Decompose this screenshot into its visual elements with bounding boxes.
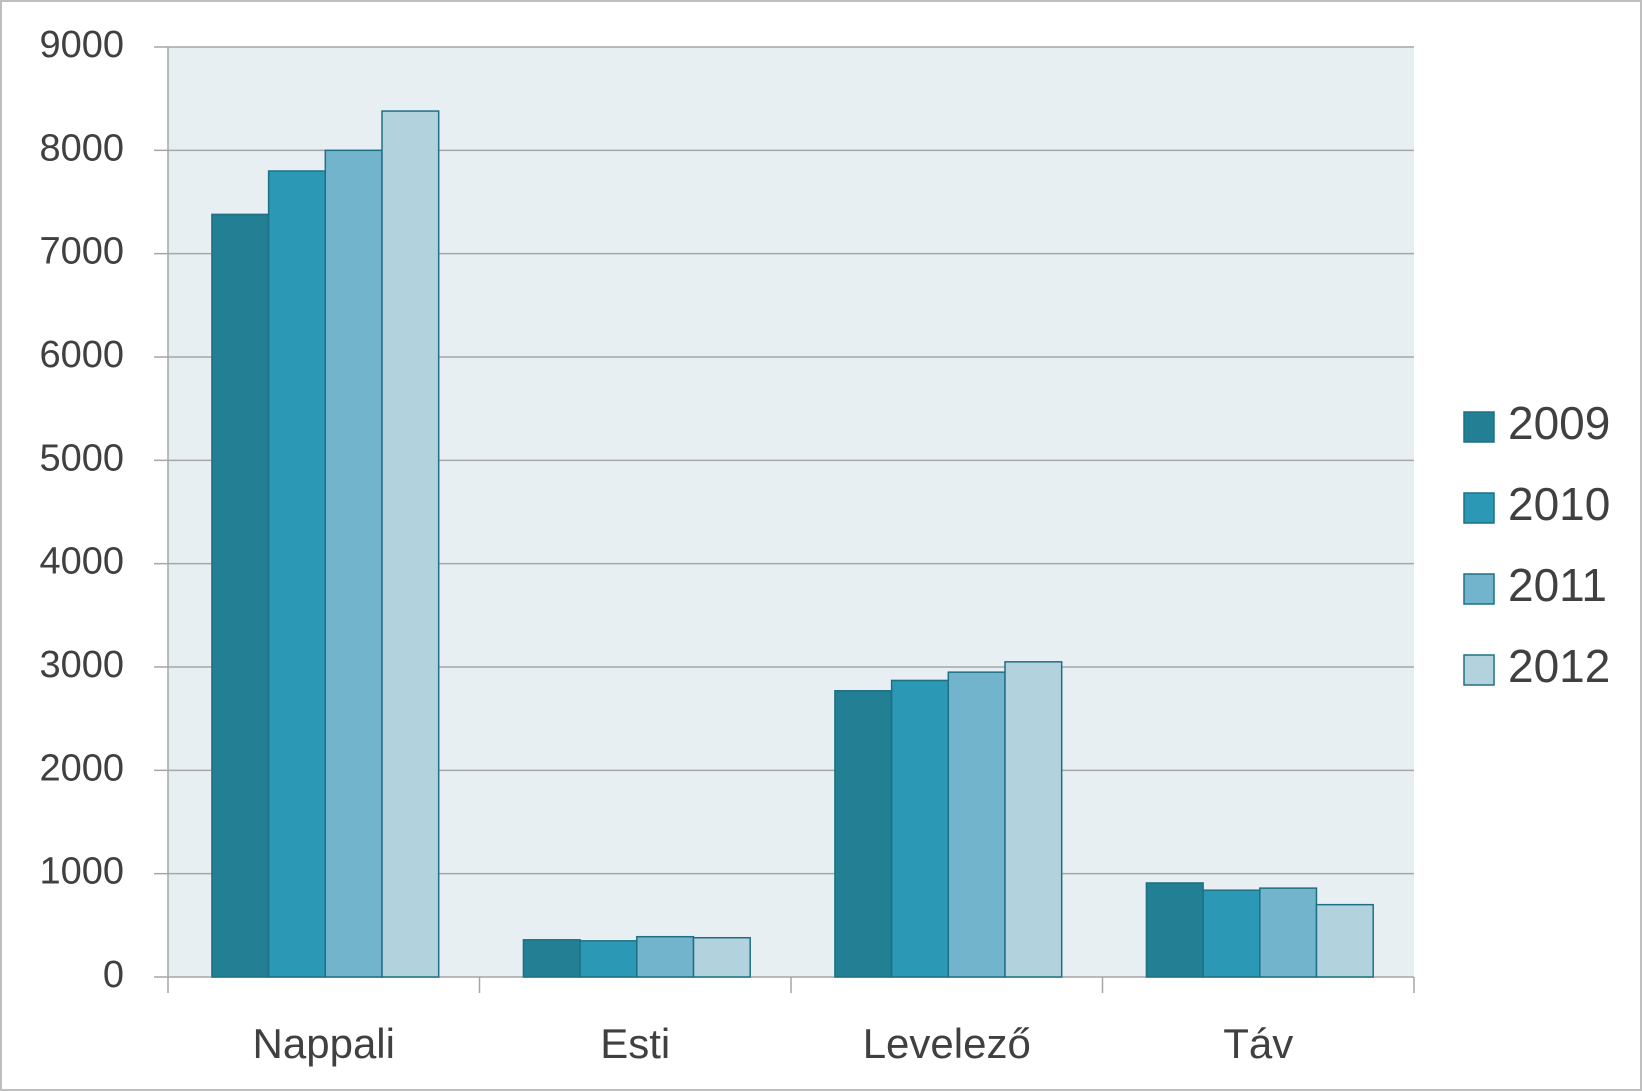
bar bbox=[211, 213, 270, 978]
y-tick-label: 1000 bbox=[39, 851, 124, 893]
x-tick-label: Levelező bbox=[863, 1020, 1031, 1067]
x-tick-label: Táv bbox=[1223, 1020, 1293, 1067]
y-tick-label: 3000 bbox=[39, 644, 124, 686]
bar bbox=[947, 671, 1006, 978]
bar bbox=[636, 935, 695, 978]
bar bbox=[1315, 903, 1374, 978]
legend-swatch bbox=[1463, 654, 1495, 686]
y-tick-label: 9000 bbox=[39, 24, 124, 66]
bar bbox=[324, 149, 383, 978]
x-tick-label: Nappali bbox=[253, 1020, 395, 1067]
bar bbox=[692, 936, 751, 978]
bar bbox=[1145, 882, 1204, 978]
bar bbox=[522, 939, 581, 978]
bar bbox=[834, 690, 893, 978]
bar bbox=[267, 170, 327, 978]
bar bbox=[1004, 661, 1063, 978]
legend-label: 2010 bbox=[1508, 478, 1610, 530]
y-tick-label: 5000 bbox=[39, 437, 124, 479]
legend-label: 2009 bbox=[1508, 397, 1610, 449]
y-tick-label: 4000 bbox=[39, 541, 124, 583]
legend-swatch bbox=[1463, 411, 1495, 443]
legend-label: 2011 bbox=[1508, 559, 1607, 611]
legend-label: 2012 bbox=[1508, 640, 1610, 692]
bar bbox=[1202, 889, 1261, 978]
bar bbox=[381, 110, 440, 978]
bar bbox=[890, 679, 950, 978]
y-tick-label: 8000 bbox=[39, 127, 124, 169]
bar bbox=[1259, 887, 1318, 978]
y-tick-label: 6000 bbox=[39, 334, 124, 376]
x-tick-label: Esti bbox=[600, 1020, 670, 1067]
bar bbox=[579, 940, 638, 978]
legend-swatch bbox=[1463, 492, 1495, 524]
legend-swatch bbox=[1463, 573, 1495, 605]
y-tick-label: 0 bbox=[103, 954, 124, 996]
y-tick-label: 2000 bbox=[39, 747, 124, 789]
y-tick-label: 7000 bbox=[39, 231, 124, 273]
